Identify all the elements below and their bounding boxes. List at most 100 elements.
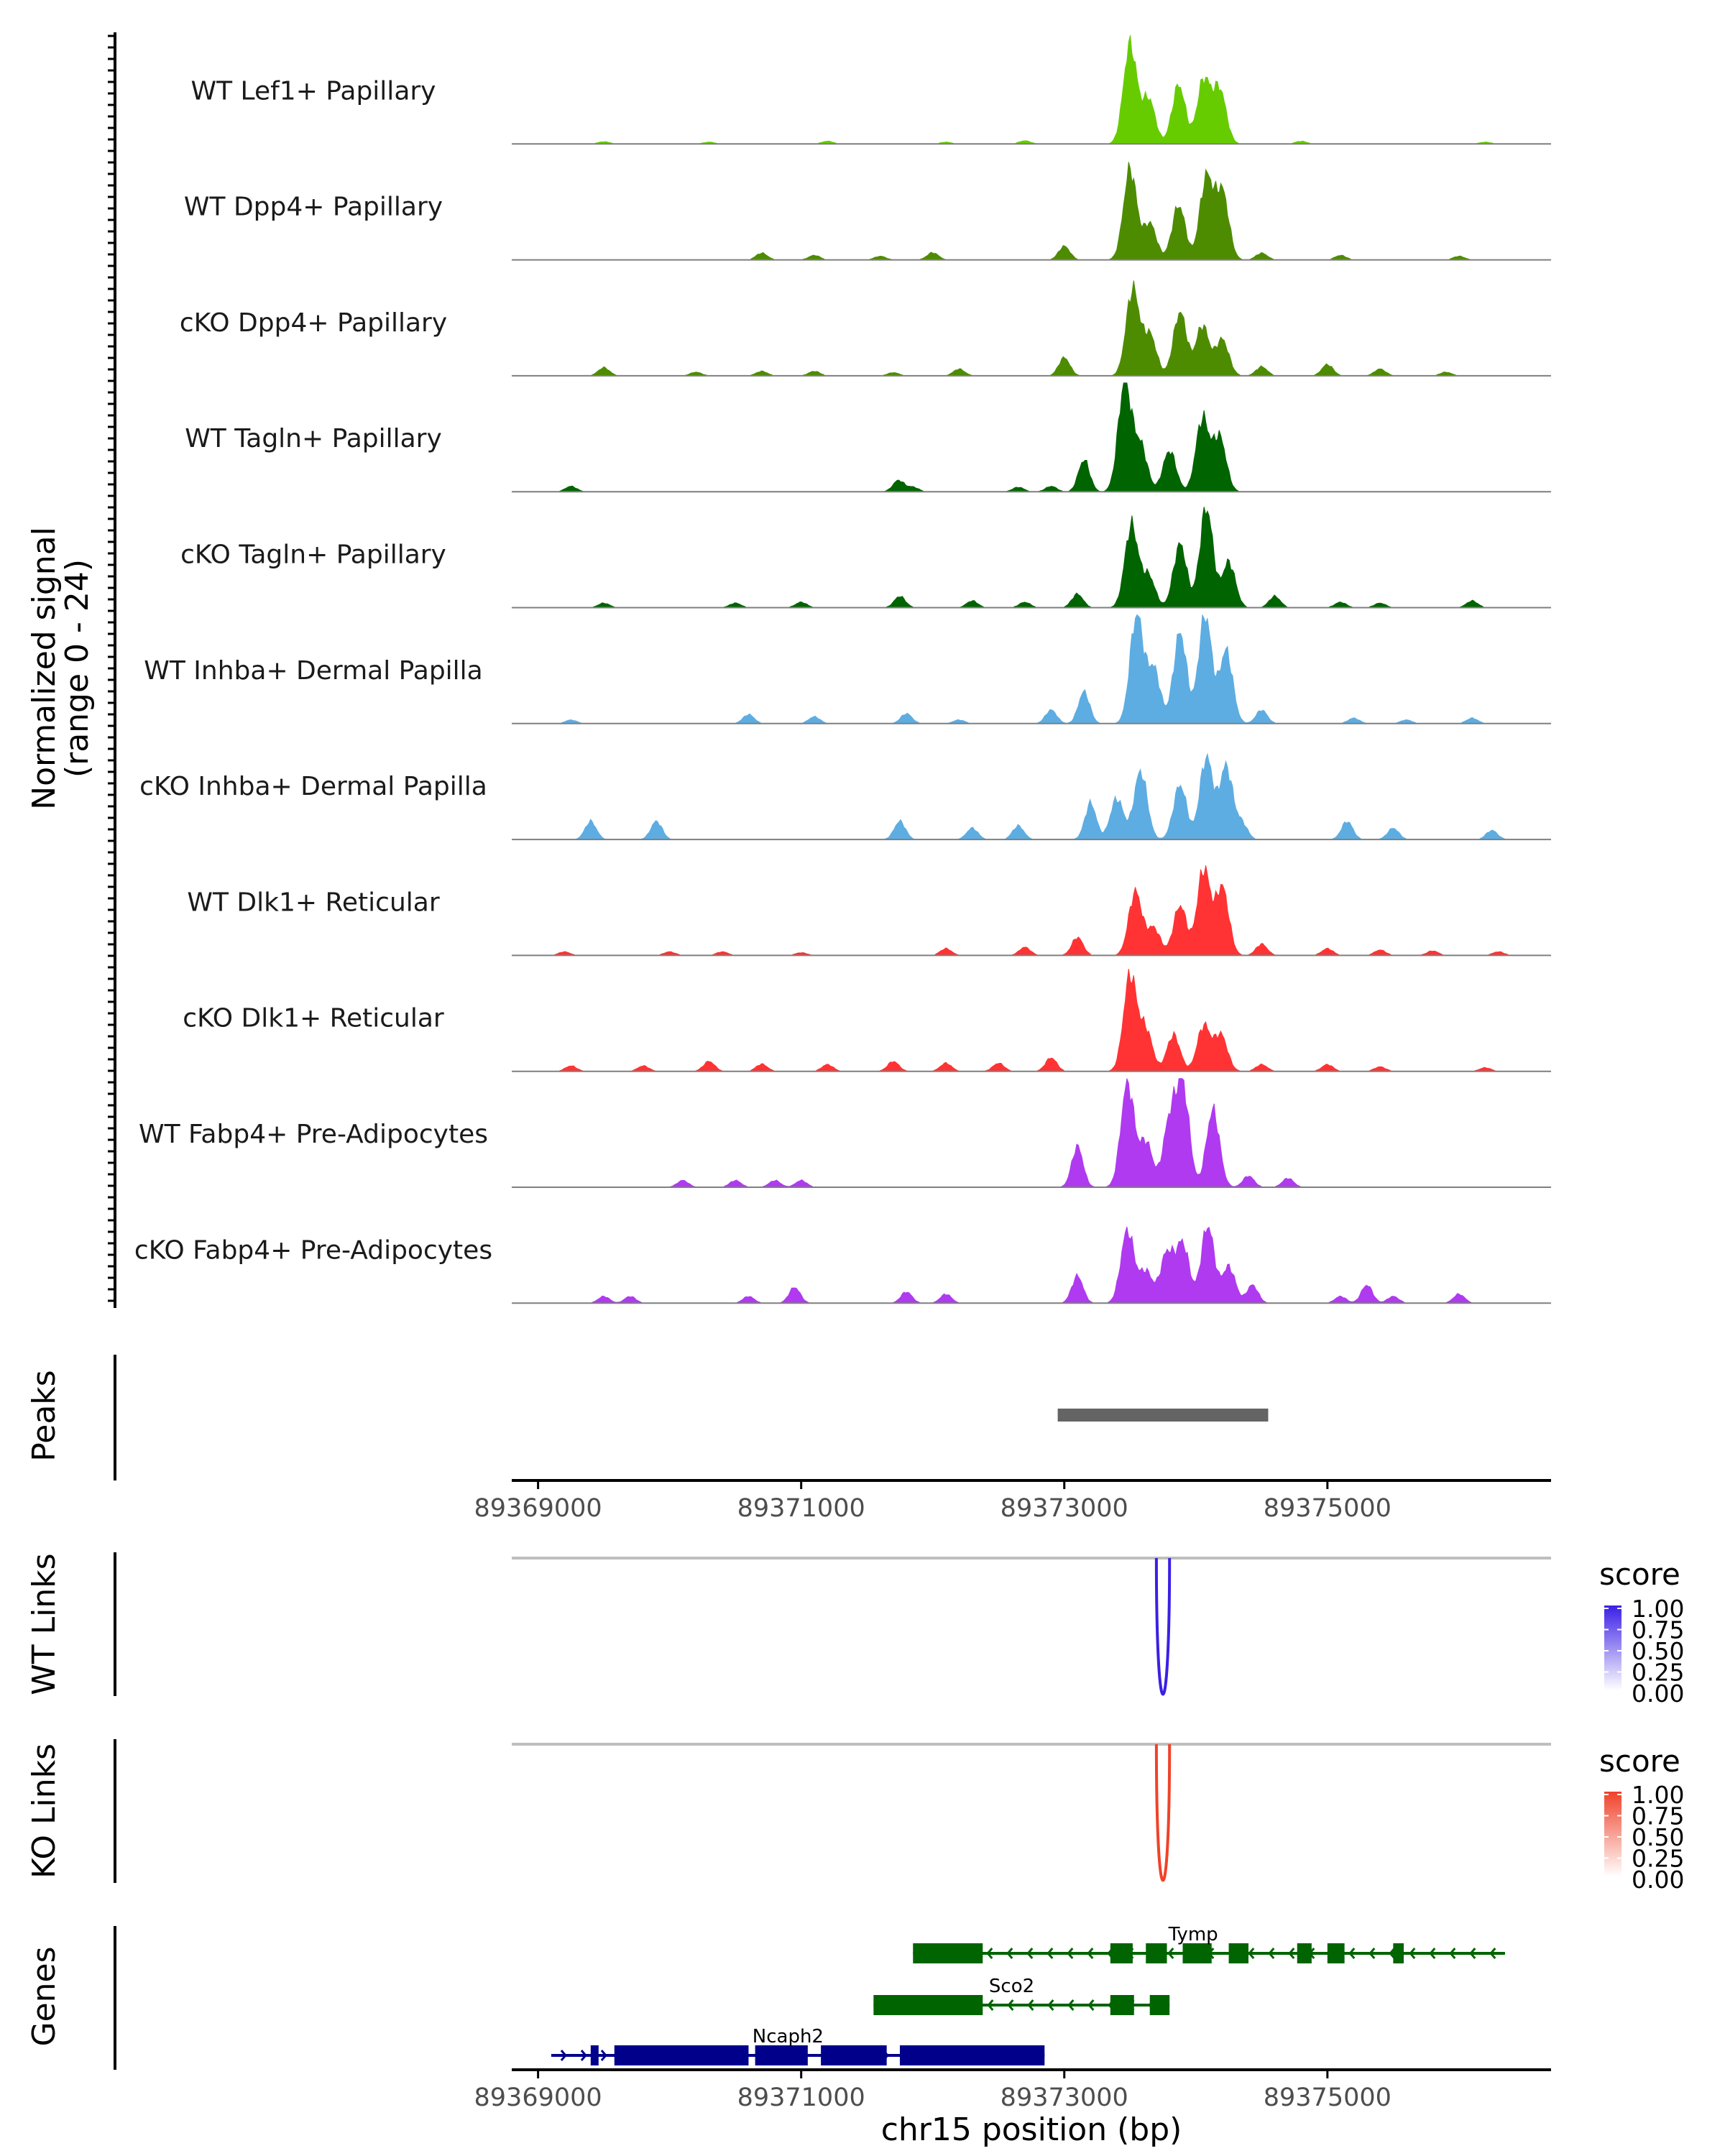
gene-sco2: Sco2 [873, 1976, 1170, 2015]
coverage-track-label: WT Tagln+ Papillary [185, 424, 442, 453]
coverage-track-1: WT Lef1+ Papillary [191, 34, 1551, 145]
strand-chevron [1046, 1948, 1054, 1959]
coverage-track-11: cKO Fabp4+ Pre-Adipocytes [134, 1226, 1551, 1304]
gene-exon [1110, 1943, 1133, 1963]
legend-tick-label: 0.25 [1632, 1845, 1684, 1873]
coverage-track-label: WT Dpp4+ Papillary [184, 193, 443, 222]
gene-exon [1149, 1995, 1170, 2015]
legend-tick-label: 0.75 [1632, 1802, 1684, 1830]
legend-tick-label: 1.00 [1632, 1595, 1684, 1623]
x-tick-label: 89371000 [737, 1494, 865, 1523]
strand-chevron [1348, 1948, 1356, 1959]
peaks-x-axis-ticks: 89369000 89371000 89373000 89375000 [474, 1480, 1392, 1523]
strand-chevron [1047, 1999, 1054, 2011]
ko-links-label: KO Links [26, 1743, 63, 1879]
strand-chevron [1027, 1999, 1034, 2011]
strand-chevron [1368, 1948, 1376, 1959]
strand-chevron [1409, 1948, 1416, 1959]
y-axis-title-range: (range 0 - 24) [59, 559, 96, 778]
gene-name-label: Ncaph2 [753, 2026, 824, 2047]
coverage-track-6: WT Inhba+ Dermal Papilla [144, 614, 1551, 724]
wt-links-label: WT Links [26, 1553, 63, 1695]
gene-name-label: Tymp [1168, 1924, 1218, 1945]
strand-chevron [987, 1999, 994, 2011]
strand-chevron [1248, 1948, 1255, 1959]
strand-chevron [1067, 1999, 1075, 2011]
peaks-track [1057, 1409, 1269, 1422]
peaks-track-label: Peaks [26, 1370, 63, 1461]
coverage-track-label: WT Lef1+ Papillary [191, 76, 436, 106]
gene-exon [614, 2045, 749, 2065]
coverage-y-axis-ticks [108, 34, 115, 1302]
strand-chevron [1007, 1999, 1014, 2011]
wt-legend-ticks: 1.000.750.500.250.00 [1604, 1595, 1684, 1708]
gene-exon [1327, 1943, 1345, 1963]
strand-chevron [1067, 1948, 1074, 1959]
y-axis-title: Normalized signal (range 0 - 24) [26, 527, 96, 810]
peak-interval [1057, 1409, 1269, 1422]
coverage-track-label: WT Dlk1+ Reticular [187, 888, 439, 917]
coverage-track-7: cKO Inhba+ Dermal Papilla [139, 752, 1551, 841]
gene-exon [1393, 1943, 1404, 1963]
gene-exon [913, 1943, 983, 1963]
legend-tick-label: 0.00 [1632, 1866, 1684, 1894]
gene-exon [899, 2045, 1045, 2065]
gene-exon [590, 2045, 599, 2065]
legend-tick-label: 1.00 [1632, 1781, 1684, 1809]
strand-chevron [1087, 1948, 1094, 1959]
wt-legend-title: score [1599, 1557, 1680, 1592]
ko-legend-title: score [1599, 1743, 1680, 1779]
legend-tick-label: 0.50 [1632, 1823, 1684, 1851]
coverage-track-label: cKO Dlk1+ Reticular [183, 1004, 444, 1033]
strand-chevron [1268, 1948, 1275, 1959]
strand-chevron [1469, 1948, 1476, 1959]
gene-exon [1228, 1943, 1249, 1963]
strand-chevron [1429, 1948, 1436, 1959]
x-tick-label: 89371000 [737, 2083, 865, 2112]
strand-chevron [1167, 1948, 1174, 1959]
genes-track-label: Genes [26, 1946, 63, 2046]
coverage-tracks: WT Lef1+ Papillary WT Dpp4+ Papillary cKO … [134, 34, 1551, 1304]
coverage-track-10: WT Fabp4+ Pre-Adipocytes [139, 1078, 1551, 1188]
coverage-track-label: cKO Tagln+ Papillary [180, 540, 446, 570]
strand-chevron [600, 2050, 607, 2061]
x-tick-label: 89369000 [474, 2083, 602, 2112]
coverage-track-label: WT Inhba+ Dermal Papilla [144, 656, 482, 686]
strand-chevron [1389, 1948, 1396, 1959]
x-tick-label: 89375000 [1264, 1494, 1392, 1523]
coverage-track-9: cKO Dlk1+ Reticular [183, 969, 1551, 1072]
legend-tick-label: 0.00 [1632, 1680, 1684, 1708]
gene-ncaph2: Ncaph2 [551, 2026, 1045, 2065]
strand-chevron [1288, 1948, 1295, 1959]
coverage-track-4: WT Tagln+ Papillary [185, 382, 1551, 493]
coverage-track-label: cKO Fabp4+ Pre-Adipocytes [134, 1235, 492, 1265]
gene-tymp: Tymp [913, 1924, 1505, 1963]
legend-tick-label: 0.25 [1632, 1659, 1684, 1687]
wt-link-arc [1154, 1557, 1172, 1696]
x-tick-label: 89369000 [474, 1494, 602, 1523]
coverage-track-3: cKO Dpp4+ Papillary [180, 280, 1551, 377]
x-axis-title: chr15 position (bp) [881, 2111, 1182, 2148]
strand-chevron [1026, 1948, 1034, 1959]
gene-exon [1110, 1995, 1134, 2015]
coverage-track-label: WT Fabp4+ Pre-Adipocytes [139, 1120, 488, 1149]
strand-chevron [560, 2050, 567, 2061]
gene-name-label: Sco2 [989, 1976, 1034, 1997]
ko-legend-ticks: 1.000.750.500.250.00 [1604, 1781, 1684, 1894]
gene-exon [755, 2045, 808, 2065]
strand-chevron [1449, 1948, 1456, 1959]
strand-chevron [1087, 1999, 1095, 2011]
legend-tick-label: 0.75 [1632, 1616, 1684, 1644]
coverage-track-5: cKO Tagln+ Papillary [180, 507, 1551, 609]
x-tick-label: 89373000 [1000, 2083, 1128, 2112]
y-axis-title-main: Normalized signal [26, 527, 63, 810]
ko-legend-colorbar [1604, 1792, 1622, 1876]
strand-chevron [986, 1948, 993, 1959]
gene-exon [1297, 1943, 1312, 1963]
x-tick-label: 89373000 [1000, 1494, 1128, 1523]
genes-x-axis-ticks: 89369000 89371000 89373000 89375000 [474, 2070, 1392, 2112]
legend-tick-label: 0.50 [1632, 1637, 1684, 1665]
strand-chevron [580, 2050, 587, 2061]
x-tick-label: 89375000 [1264, 2083, 1392, 2112]
